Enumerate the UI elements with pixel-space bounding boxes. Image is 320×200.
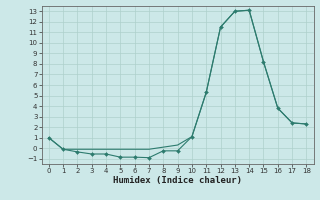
X-axis label: Humidex (Indice chaleur): Humidex (Indice chaleur): [113, 176, 242, 185]
